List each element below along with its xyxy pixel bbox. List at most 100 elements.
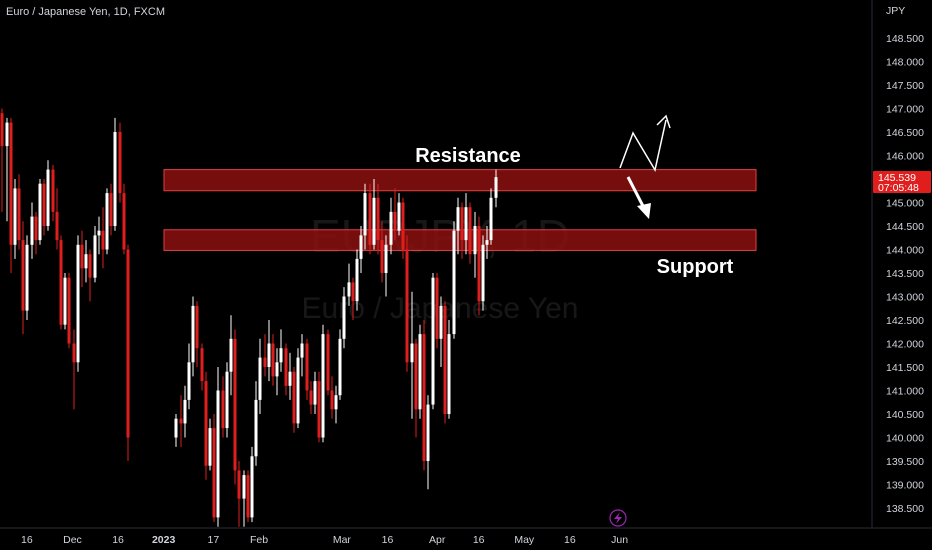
candle-body	[456, 207, 460, 231]
candle	[88, 249, 92, 302]
price-tick-label: 144.000	[886, 245, 924, 257]
support-zone[interactable]	[163, 229, 757, 251]
candle-body	[338, 338, 342, 396]
candle-body	[254, 399, 258, 457]
projection-arrows	[619, 114, 671, 219]
candle-body	[191, 305, 195, 363]
candle-body	[242, 475, 246, 499]
candle-body	[464, 207, 468, 241]
candle-body	[258, 357, 262, 400]
candle	[447, 320, 451, 419]
bearish-arrow-line	[626, 176, 646, 209]
candle	[67, 273, 71, 349]
candle	[334, 385, 338, 424]
candle-body	[426, 404, 430, 461]
time-ticks: 16 Dec 16 2023 17 Feb Mar 16 Apr 16 May 16 Jun	[21, 534, 628, 546]
time-axis[interactable]	[0, 527, 932, 550]
candle	[368, 183, 372, 255]
candle-body	[118, 132, 122, 194]
time-axis-background	[0, 528, 932, 550]
candle-body	[288, 371, 292, 386]
candle-body	[174, 418, 178, 438]
candle-body	[105, 193, 109, 250]
candle	[380, 221, 384, 283]
candle	[174, 414, 178, 447]
candle-body	[9, 122, 13, 245]
candle-body	[380, 240, 384, 273]
price-ticks: 138.500 139.000 139.500 140.000 140.500 141.0…	[886, 33, 924, 515]
candle	[271, 334, 275, 386]
price-tick-label: 147.000	[886, 104, 924, 116]
candle-body	[72, 343, 76, 363]
resistance-zone[interactable]	[163, 169, 757, 192]
candle	[410, 291, 414, 419]
candle	[275, 348, 279, 396]
candle	[414, 338, 418, 438]
candle	[384, 235, 388, 297]
candle-body	[309, 390, 313, 405]
candle-body	[317, 381, 321, 438]
bullish-arrowhead	[656, 114, 671, 129]
candle-body	[101, 230, 105, 250]
candle	[204, 371, 208, 480]
candle	[489, 188, 493, 245]
candle-body	[97, 230, 101, 236]
candle	[439, 296, 443, 367]
price-tick-label: 138.500	[886, 503, 924, 515]
candle	[422, 320, 426, 471]
candle	[63, 273, 67, 330]
candle-body	[55, 211, 59, 241]
candle	[42, 179, 46, 236]
time-tick-label: 16	[21, 534, 33, 546]
candle-body	[271, 343, 275, 377]
candle-body	[439, 305, 443, 339]
candle	[464, 193, 468, 255]
candle-body	[187, 362, 191, 400]
lightning-icon[interactable]	[609, 509, 627, 527]
candle	[431, 273, 435, 410]
price-tick-label: 141.000	[886, 386, 924, 398]
candle-body	[342, 296, 346, 339]
candle	[355, 249, 359, 311]
candle	[183, 385, 187, 438]
candle	[113, 117, 117, 231]
candle-body	[410, 343, 414, 363]
price-tick-label: 146.000	[886, 151, 924, 163]
candle-body	[250, 456, 254, 518]
candle-body	[17, 188, 21, 241]
candle	[401, 197, 405, 259]
price-tick-label: 144.500	[886, 221, 924, 233]
candle-body	[63, 277, 67, 325]
candle	[13, 179, 17, 259]
time-tick-label: Apr	[429, 534, 446, 546]
currency-label: JPY	[886, 5, 905, 17]
support-label: Support	[657, 256, 734, 278]
current-price-label: 145.539 07:05:48	[873, 171, 931, 194]
time-tick-label: Jun	[611, 534, 628, 546]
price-tick-label: 141.500	[886, 362, 924, 374]
price-tick-label: 139.500	[886, 456, 924, 468]
candle-body	[179, 418, 183, 424]
candle-body	[414, 343, 418, 410]
price-tick-label: 145.000	[886, 198, 924, 210]
candle	[279, 329, 283, 372]
candle-body	[279, 348, 283, 363]
candle	[80, 230, 84, 288]
candle	[263, 334, 267, 377]
candle-body	[494, 177, 498, 198]
candle	[300, 334, 304, 377]
candle	[393, 188, 397, 241]
candle	[72, 329, 76, 410]
candle-body	[93, 235, 97, 278]
candle	[51, 164, 55, 222]
candles-layer	[0, 108, 498, 527]
candle	[284, 343, 288, 396]
candle-body	[25, 244, 29, 311]
candle	[208, 418, 212, 471]
candle	[221, 376, 225, 438]
price-axis[interactable]: JPY	[871, 0, 932, 528]
time-tick-label: Mar	[333, 534, 352, 546]
candle-body	[229, 338, 233, 372]
candle-body	[292, 371, 296, 424]
